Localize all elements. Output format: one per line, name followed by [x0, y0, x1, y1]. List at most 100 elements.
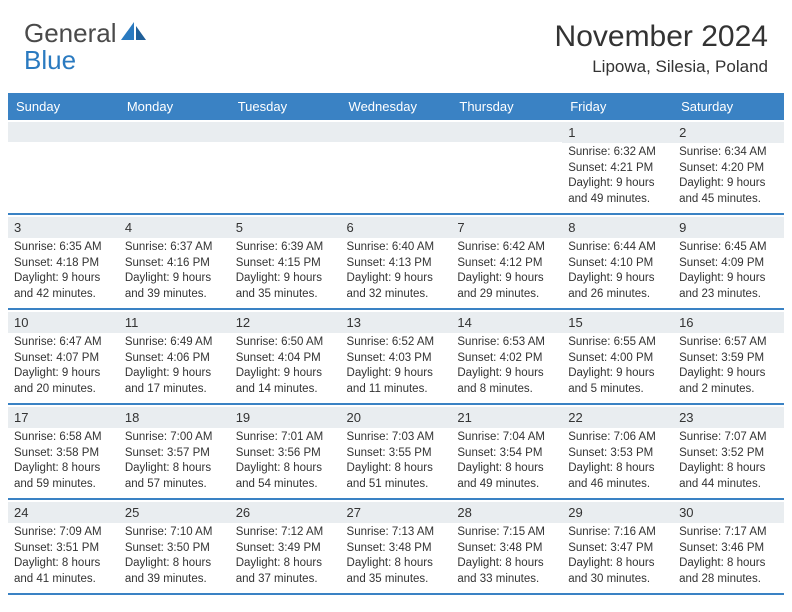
sunrise-text: Sunrise: 6:47 AM: [14, 335, 113, 351]
calendar-day-cell: 12Sunrise: 6:50 AMSunset: 4:04 PMDayligh…: [230, 309, 341, 404]
calendar-day-cell: [230, 120, 341, 214]
sunrise-text: Sunrise: 7:06 AM: [568, 430, 667, 446]
day-info: Sunrise: 6:57 AMSunset: 3:59 PMDaylight:…: [679, 335, 778, 397]
daylight-text: Daylight: 9 hours and 45 minutes.: [679, 176, 778, 207]
calendar-day-cell: 19Sunrise: 7:01 AMSunset: 3:56 PMDayligh…: [230, 404, 341, 499]
calendar-week-row: 10Sunrise: 6:47 AMSunset: 4:07 PMDayligh…: [8, 309, 784, 404]
day-info: Sunrise: 7:03 AMSunset: 3:55 PMDaylight:…: [347, 430, 446, 492]
day-info: Sunrise: 6:55 AMSunset: 4:00 PMDaylight:…: [568, 335, 667, 397]
sunset-text: Sunset: 3:53 PM: [568, 446, 667, 462]
day-number: 29: [562, 502, 673, 523]
location-label: Lipowa, Silesia, Poland: [555, 57, 768, 77]
sunrise-text: Sunrise: 7:00 AM: [125, 430, 224, 446]
sunset-text: Sunset: 3:47 PM: [568, 541, 667, 557]
sunrise-text: Sunrise: 6:53 AM: [457, 335, 556, 351]
day-number: 1: [562, 122, 673, 143]
daylight-text: Daylight: 8 hours and 51 minutes.: [347, 461, 446, 492]
daylight-text: Daylight: 8 hours and 49 minutes.: [457, 461, 556, 492]
calendar-day-cell: 20Sunrise: 7:03 AMSunset: 3:55 PMDayligh…: [341, 404, 452, 499]
title-block: November 2024 Lipowa, Silesia, Poland: [555, 20, 768, 77]
day-info: Sunrise: 6:44 AMSunset: 4:10 PMDaylight:…: [568, 240, 667, 302]
calendar-day-cell: 21Sunrise: 7:04 AMSunset: 3:54 PMDayligh…: [451, 404, 562, 499]
day-info: Sunrise: 6:34 AMSunset: 4:20 PMDaylight:…: [679, 145, 778, 207]
daylight-text: Daylight: 8 hours and 41 minutes.: [14, 556, 113, 587]
daylight-text: Daylight: 9 hours and 39 minutes.: [125, 271, 224, 302]
brand-part2: Blue: [24, 45, 76, 75]
sunrise-text: Sunrise: 7:17 AM: [679, 525, 778, 541]
sunset-text: Sunset: 3:48 PM: [347, 541, 446, 557]
calendar-week-row: 17Sunrise: 6:58 AMSunset: 3:58 PMDayligh…: [8, 404, 784, 499]
sunset-text: Sunset: 4:06 PM: [125, 351, 224, 367]
daylight-text: Daylight: 9 hours and 17 minutes.: [125, 366, 224, 397]
calendar-day-cell: 4Sunrise: 6:37 AMSunset: 4:16 PMDaylight…: [119, 214, 230, 309]
daylight-text: Daylight: 9 hours and 8 minutes.: [457, 366, 556, 397]
calendar-day-cell: 11Sunrise: 6:49 AMSunset: 4:06 PMDayligh…: [119, 309, 230, 404]
sunrise-text: Sunrise: 6:44 AM: [568, 240, 667, 256]
calendar-day-cell: 16Sunrise: 6:57 AMSunset: 3:59 PMDayligh…: [673, 309, 784, 404]
day-number: 11: [119, 312, 230, 333]
calendar-day-cell: [451, 120, 562, 214]
day-info: Sunrise: 6:39 AMSunset: 4:15 PMDaylight:…: [236, 240, 335, 302]
day-header: Sunday: [8, 93, 119, 120]
day-number: [451, 122, 562, 142]
sunrise-text: Sunrise: 6:52 AM: [347, 335, 446, 351]
sunset-text: Sunset: 3:58 PM: [14, 446, 113, 462]
sunset-text: Sunset: 4:03 PM: [347, 351, 446, 367]
calendar-day-cell: 10Sunrise: 6:47 AMSunset: 4:07 PMDayligh…: [8, 309, 119, 404]
day-header: Saturday: [673, 93, 784, 120]
sunset-text: Sunset: 3:46 PM: [679, 541, 778, 557]
calendar-body: 1Sunrise: 6:32 AMSunset: 4:21 PMDaylight…: [8, 120, 784, 594]
day-info: Sunrise: 6:50 AMSunset: 4:04 PMDaylight:…: [236, 335, 335, 397]
sunrise-text: Sunrise: 7:12 AM: [236, 525, 335, 541]
sunrise-text: Sunrise: 6:35 AM: [14, 240, 113, 256]
daylight-text: Daylight: 9 hours and 29 minutes.: [457, 271, 556, 302]
sunrise-text: Sunrise: 6:40 AM: [347, 240, 446, 256]
sunset-text: Sunset: 4:04 PM: [236, 351, 335, 367]
sunset-text: Sunset: 4:20 PM: [679, 161, 778, 177]
day-header: Thursday: [451, 93, 562, 120]
day-number: 3: [8, 217, 119, 238]
calendar-day-cell: 29Sunrise: 7:16 AMSunset: 3:47 PMDayligh…: [562, 499, 673, 594]
day-header: Friday: [562, 93, 673, 120]
day-info: Sunrise: 6:58 AMSunset: 3:58 PMDaylight:…: [14, 430, 113, 492]
daylight-text: Daylight: 8 hours and 35 minutes.: [347, 556, 446, 587]
day-header-row: SundayMondayTuesdayWednesdayThursdayFrid…: [8, 93, 784, 120]
day-info: Sunrise: 6:32 AMSunset: 4:21 PMDaylight:…: [568, 145, 667, 207]
sunrise-text: Sunrise: 6:34 AM: [679, 145, 778, 161]
day-info: Sunrise: 7:13 AMSunset: 3:48 PMDaylight:…: [347, 525, 446, 587]
day-number: [230, 122, 341, 142]
day-number: 14: [451, 312, 562, 333]
sunset-text: Sunset: 3:50 PM: [125, 541, 224, 557]
day-info: Sunrise: 6:47 AMSunset: 4:07 PMDaylight:…: [14, 335, 113, 397]
daylight-text: Daylight: 8 hours and 59 minutes.: [14, 461, 113, 492]
day-number: 26: [230, 502, 341, 523]
day-info: Sunrise: 6:45 AMSunset: 4:09 PMDaylight:…: [679, 240, 778, 302]
day-info: Sunrise: 6:53 AMSunset: 4:02 PMDaylight:…: [457, 335, 556, 397]
daylight-text: Daylight: 9 hours and 32 minutes.: [347, 271, 446, 302]
calendar-day-cell: 13Sunrise: 6:52 AMSunset: 4:03 PMDayligh…: [341, 309, 452, 404]
sunset-text: Sunset: 4:15 PM: [236, 256, 335, 272]
day-number: 5: [230, 217, 341, 238]
day-header: Monday: [119, 93, 230, 120]
calendar-day-cell: 18Sunrise: 7:00 AMSunset: 3:57 PMDayligh…: [119, 404, 230, 499]
calendar-week-row: 1Sunrise: 6:32 AMSunset: 4:21 PMDaylight…: [8, 120, 784, 214]
day-info: Sunrise: 7:06 AMSunset: 3:53 PMDaylight:…: [568, 430, 667, 492]
sunrise-text: Sunrise: 7:01 AM: [236, 430, 335, 446]
sunset-text: Sunset: 4:18 PM: [14, 256, 113, 272]
day-number: 13: [341, 312, 452, 333]
sunrise-text: Sunrise: 6:45 AM: [679, 240, 778, 256]
daylight-text: Daylight: 9 hours and 23 minutes.: [679, 271, 778, 302]
daylight-text: Daylight: 9 hours and 42 minutes.: [14, 271, 113, 302]
day-info: Sunrise: 7:07 AMSunset: 3:52 PMDaylight:…: [679, 430, 778, 492]
sunrise-text: Sunrise: 7:15 AM: [457, 525, 556, 541]
sunrise-text: Sunrise: 6:42 AM: [457, 240, 556, 256]
day-number: 17: [8, 407, 119, 428]
calendar-day-cell: 15Sunrise: 6:55 AMSunset: 4:00 PMDayligh…: [562, 309, 673, 404]
day-info: Sunrise: 6:40 AMSunset: 4:13 PMDaylight:…: [347, 240, 446, 302]
daylight-text: Daylight: 8 hours and 39 minutes.: [125, 556, 224, 587]
sunset-text: Sunset: 4:21 PM: [568, 161, 667, 177]
day-number: 6: [341, 217, 452, 238]
daylight-text: Daylight: 9 hours and 49 minutes.: [568, 176, 667, 207]
sunrise-text: Sunrise: 7:13 AM: [347, 525, 446, 541]
sail-icon: [119, 20, 149, 42]
